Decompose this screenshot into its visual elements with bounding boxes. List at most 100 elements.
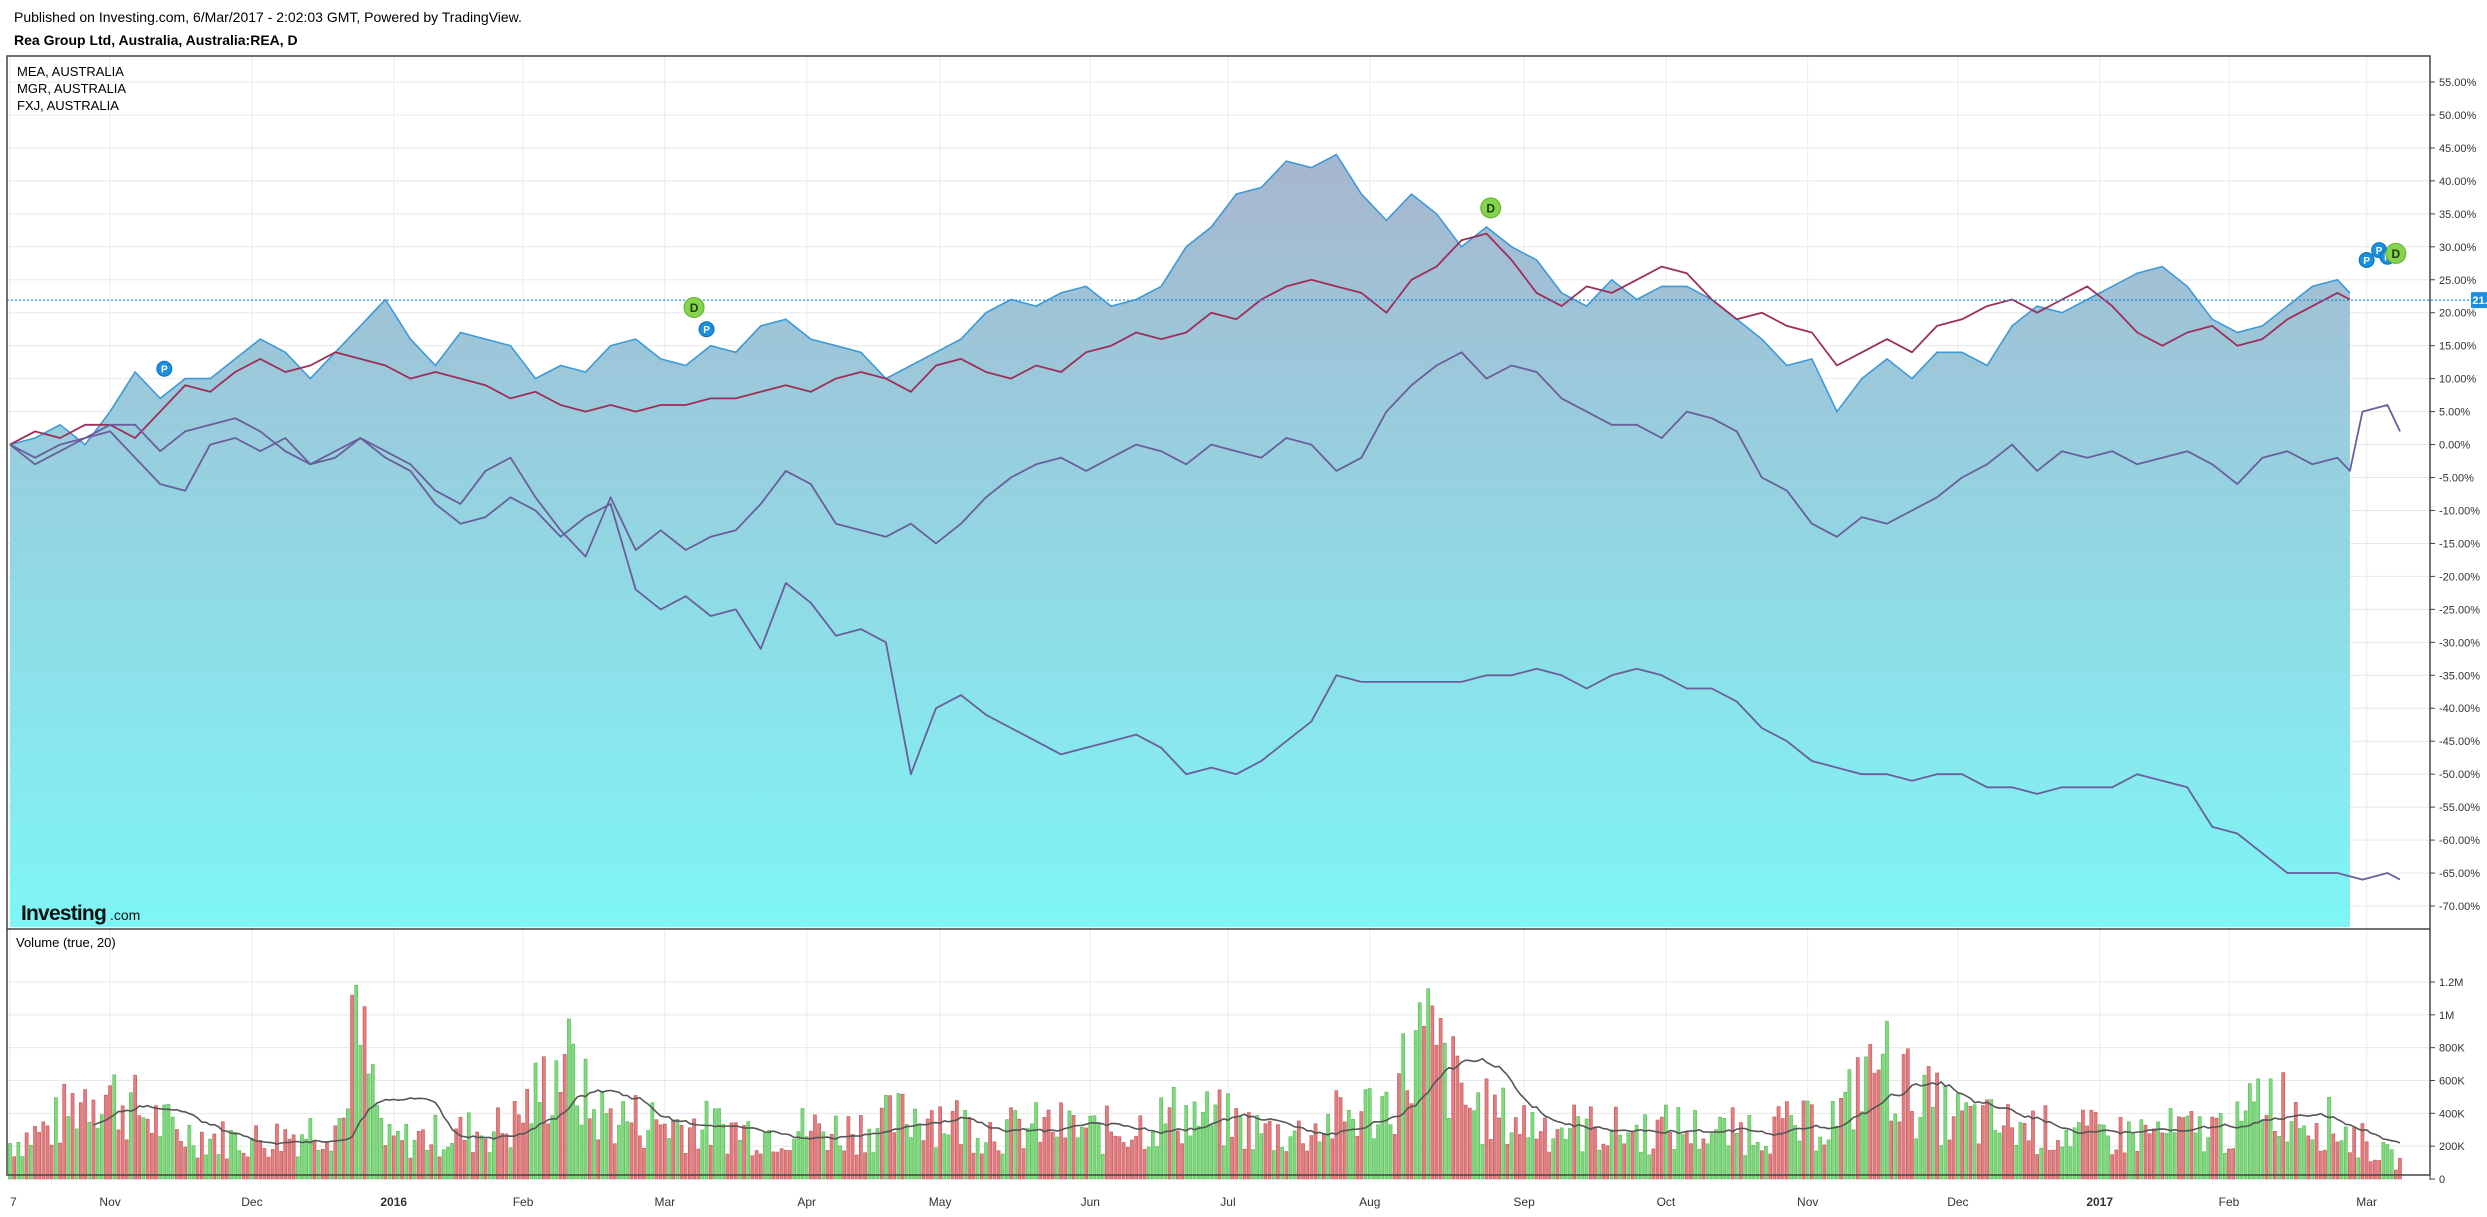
volume-bar-down: [1668, 1131, 1672, 1180]
volume-bar-down: [2398, 1157, 2402, 1180]
volume-bar-up: [2018, 1122, 2023, 1180]
volume-bar-down: [1872, 1072, 1877, 1180]
volume-bar-down: [200, 1131, 204, 1180]
volume-bar-up: [2102, 1124, 2106, 1180]
volume-bar-up: [1914, 1138, 1918, 1180]
volume-bar-down: [2210, 1116, 2215, 1180]
price-tick-label: 35.00%: [2439, 209, 2477, 221]
volume-bar-up: [1188, 1135, 1193, 1180]
marker-letter: P: [703, 325, 710, 336]
volume-bar-up: [1818, 1136, 1823, 1180]
volume-bar-up: [1201, 1112, 1205, 1180]
volume-bar-down: [2143, 1124, 2148, 1180]
dividend-marker[interactable]: D: [1480, 197, 1502, 219]
volume-bar-down: [2089, 1109, 2094, 1180]
dividend-marker[interactable]: D: [683, 296, 705, 318]
time-x-axis[interactable]: 7 Nov Dec 2016 Feb Mar Apr May Jun Jul Aug Sep Oct No…: [10, 1195, 2377, 1209]
volume-bar-up: [2172, 1132, 2177, 1180]
logo-suffix: .com: [110, 907, 140, 923]
volume-tick-label: 600K: [2439, 1076, 2465, 1088]
volume-bar-up: [2298, 1128, 2302, 1180]
volume-bar-up: [28, 1144, 33, 1180]
volume-bar-down: [1684, 1130, 1689, 1180]
volume-bar-down: [1976, 1143, 1981, 1180]
volume-bar-up: [354, 984, 359, 1180]
volume-bar-down: [708, 1144, 713, 1180]
volume-bar-up: [1647, 1154, 1652, 1180]
volume-bar-up: [1609, 1129, 1614, 1180]
volume-bar-down: [383, 1145, 388, 1180]
volume-bar-down: [1242, 1148, 1247, 1180]
price-tick-label: 40.00%: [2439, 176, 2477, 188]
volume-bar-down: [2364, 1141, 2369, 1180]
volume-bar-up: [441, 1149, 446, 1180]
price-tick-label: -70.00%: [2439, 901, 2480, 913]
volume-bar-down: [275, 1123, 279, 1180]
price-event-marker[interactable]: P: [698, 321, 715, 338]
volume-bar-up: [1184, 1105, 1189, 1180]
volume-bar-up: [1843, 1091, 1848, 1180]
volume-bar-down: [1009, 1107, 1013, 1180]
volume-bar-down: [1513, 1117, 1518, 1180]
volume-bar-down: [1463, 1104, 1468, 1180]
volume-bar-up: [2202, 1151, 2206, 1180]
volume-bar-down: [1059, 1102, 1063, 1180]
volume-bar-down: [1438, 1017, 1443, 1180]
volume-ma-line: [93, 1057, 2401, 1145]
volume-bar-down: [2160, 1132, 2165, 1180]
volume-bar-up: [1956, 1093, 1960, 1180]
volume-bar-up: [379, 1117, 384, 1180]
volume-bar-up: [884, 1095, 888, 1180]
volume-bar-up: [717, 1108, 721, 1180]
volume-bar-up: [2235, 1101, 2240, 1180]
volume-bar-up: [2193, 1132, 2198, 1180]
volume-bar-up: [16, 1142, 21, 1180]
dividend-marker[interactable]: D: [2385, 242, 2407, 264]
volume-bar-up: [1943, 1085, 1948, 1180]
volume-bar-down: [925, 1118, 930, 1180]
price-tick-label: -25.00%: [2439, 604, 2480, 616]
volume-bar-down: [988, 1122, 992, 1180]
price-event-marker[interactable]: P: [156, 360, 173, 377]
volume-bar-up: [1205, 1091, 1209, 1180]
volume-bar-down: [1935, 1072, 1939, 1180]
price-event-marker[interactable]: P: [2358, 251, 2375, 268]
volume-bar-up: [2014, 1145, 2019, 1180]
event-markers[interactable]: PDPDPPPD: [156, 197, 2407, 377]
volume-bar-down: [817, 1123, 821, 1180]
volume-bar-down: [2081, 1109, 2085, 1180]
volume-bar-down: [408, 1157, 413, 1180]
volume-bar-down: [83, 1089, 87, 1180]
volume-bar-down: [687, 1127, 692, 1180]
volume-bar-down: [1105, 1105, 1109, 1180]
volume-bar-down: [154, 1105, 158, 1180]
volume-bar-down: [1434, 1044, 1439, 1180]
volume-bar-down: [1897, 1121, 1902, 1180]
series-line-mgr: [9, 351, 2401, 558]
volume-bar-up: [433, 1114, 438, 1180]
volume-bar-down: [145, 1118, 150, 1180]
volume-bar-down: [1801, 1100, 1806, 1180]
volume-bar-up: [395, 1131, 400, 1180]
volume-y-axis[interactable]: 1.2M 1M 800K 600K 400K 200K 0: [2430, 977, 2465, 1186]
volume-bar-up: [600, 1092, 605, 1180]
volume-bar-up: [1860, 1111, 1864, 1180]
volume-bar-up: [129, 1092, 133, 1180]
area-fill: [10, 154, 2350, 927]
volume-bar-down: [1538, 1131, 1543, 1180]
volume-bar-down: [2314, 1123, 2319, 1180]
volume-bar-up: [2168, 1108, 2173, 1180]
volume-bar-up: [99, 1114, 104, 1180]
price-y-axis[interactable]: 55.00% 50.00% 45.00% 40.00% 35.00% 30.00% 25.0…: [2430, 77, 2480, 913]
volume-bar-up: [112, 1074, 117, 1180]
volume-bar-up: [1722, 1118, 1727, 1180]
volume-bar-up: [237, 1150, 242, 1180]
volume-bar-down: [1267, 1120, 1272, 1180]
volume-bar-down: [775, 1151, 780, 1180]
volume-bar-down: [2189, 1111, 2194, 1180]
volume-bar-up: [1726, 1145, 1731, 1180]
volume-bar-up: [1476, 1092, 1480, 1180]
volume-bar-up: [1693, 1110, 1697, 1180]
volume-bar-up: [1864, 1056, 1868, 1180]
